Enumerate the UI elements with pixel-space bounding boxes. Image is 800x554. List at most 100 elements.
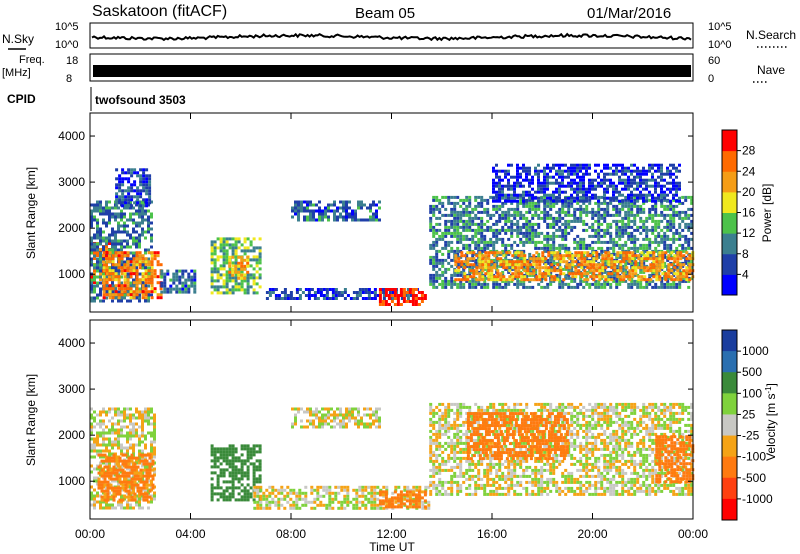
echo-cell <box>111 233 114 237</box>
echo-cell <box>120 260 123 264</box>
echo-cell <box>135 251 139 255</box>
echo-cell <box>627 234 631 238</box>
echo-cell <box>564 219 568 223</box>
echo-cell <box>540 285 544 289</box>
echo-cell <box>396 297 400 300</box>
echo-cell <box>504 279 508 283</box>
echo-cell <box>142 462 146 466</box>
echo-cell <box>139 177 143 181</box>
echo-cell <box>114 242 117 246</box>
echo-cell <box>336 218 339 222</box>
echo-cell <box>240 279 244 283</box>
echo-cell <box>583 251 587 255</box>
echo-cell <box>118 183 122 187</box>
echo-cell <box>423 294 427 297</box>
echo-cell <box>606 187 609 191</box>
echo-cell <box>555 216 559 220</box>
echo-cell <box>498 228 502 232</box>
echo-cell <box>130 186 134 190</box>
echo-cell <box>129 257 132 261</box>
echo-cell <box>606 184 609 188</box>
echo-cell <box>123 269 127 273</box>
echo-cell <box>582 243 586 247</box>
echo-cell <box>150 245 153 249</box>
echo-cell <box>348 200 351 204</box>
echo-cell <box>121 171 125 175</box>
echo-cell <box>640 260 644 264</box>
echo-cell <box>613 266 617 270</box>
echo-cell <box>561 222 565 226</box>
echo-cell <box>462 210 466 214</box>
echo-cell <box>123 254 127 258</box>
echo-cell <box>483 210 487 214</box>
echo-cell <box>492 166 495 170</box>
echo-cell <box>507 282 511 286</box>
echo-cell <box>135 239 138 243</box>
echo-cell <box>160 272 164 276</box>
echo-cell <box>585 204 589 208</box>
echo-cell <box>339 200 342 204</box>
echo-cell <box>585 282 589 286</box>
echo-cell <box>465 234 469 238</box>
echo-cell <box>504 252 508 256</box>
echo-cell <box>613 269 617 273</box>
echo-cell <box>522 222 526 226</box>
echo-cell <box>90 203 93 207</box>
echo-cell <box>519 172 522 176</box>
echo-cell <box>219 264 223 268</box>
echo-cell <box>447 243 451 247</box>
echo-cell <box>147 248 150 252</box>
echo-cell <box>507 207 511 211</box>
echo-cell <box>138 236 141 240</box>
echo-cell <box>459 234 463 238</box>
echo-cell <box>553 257 557 261</box>
echo-cell <box>118 480 122 484</box>
echo-cell <box>459 198 463 202</box>
echo-cell <box>324 209 327 213</box>
echo-cell <box>147 257 150 261</box>
echo-cell <box>231 249 235 253</box>
echo-cell <box>481 266 485 270</box>
echo-cell <box>672 216 676 220</box>
echo-cell <box>432 276 436 280</box>
echo-cell <box>670 263 674 267</box>
echo-cell <box>642 222 646 226</box>
echo-cell <box>246 270 250 274</box>
echo-cell <box>114 218 117 222</box>
echo-cell <box>481 263 485 267</box>
echo-cell <box>135 212 138 216</box>
echo-cell <box>612 270 616 274</box>
echo-cell <box>555 172 558 176</box>
echo-cell <box>147 431 150 435</box>
echo-cell <box>501 270 505 274</box>
echo-cell <box>328 297 332 300</box>
echo-cell <box>417 297 421 300</box>
echo-cell <box>459 225 463 229</box>
echo-cell <box>505 251 509 255</box>
echo-cell <box>369 206 372 210</box>
echo-cell <box>454 269 458 273</box>
echo-cell <box>672 196 675 200</box>
echo-cell <box>513 228 517 232</box>
echo-cell <box>133 477 137 481</box>
echo-cell <box>681 249 685 253</box>
echo-cell <box>457 266 461 270</box>
echo-cell <box>603 213 607 217</box>
echo-cell <box>459 273 463 277</box>
echo-cell <box>102 239 105 243</box>
echo-cell <box>345 218 348 222</box>
echo-cell <box>483 198 487 202</box>
echo-cell <box>150 281 154 285</box>
echo-cell <box>532 272 536 276</box>
echo-cell <box>549 198 553 202</box>
echo-cell <box>429 279 433 283</box>
echo-cell <box>519 198 523 202</box>
echo-cell <box>141 296 145 300</box>
echo-cell <box>558 276 562 280</box>
colorbar-segment <box>722 150 737 172</box>
echo-cell <box>678 243 682 247</box>
echo-cell <box>537 172 540 176</box>
echo-cell <box>550 251 554 255</box>
echo-cell <box>93 209 96 213</box>
echo-cell <box>625 251 629 255</box>
